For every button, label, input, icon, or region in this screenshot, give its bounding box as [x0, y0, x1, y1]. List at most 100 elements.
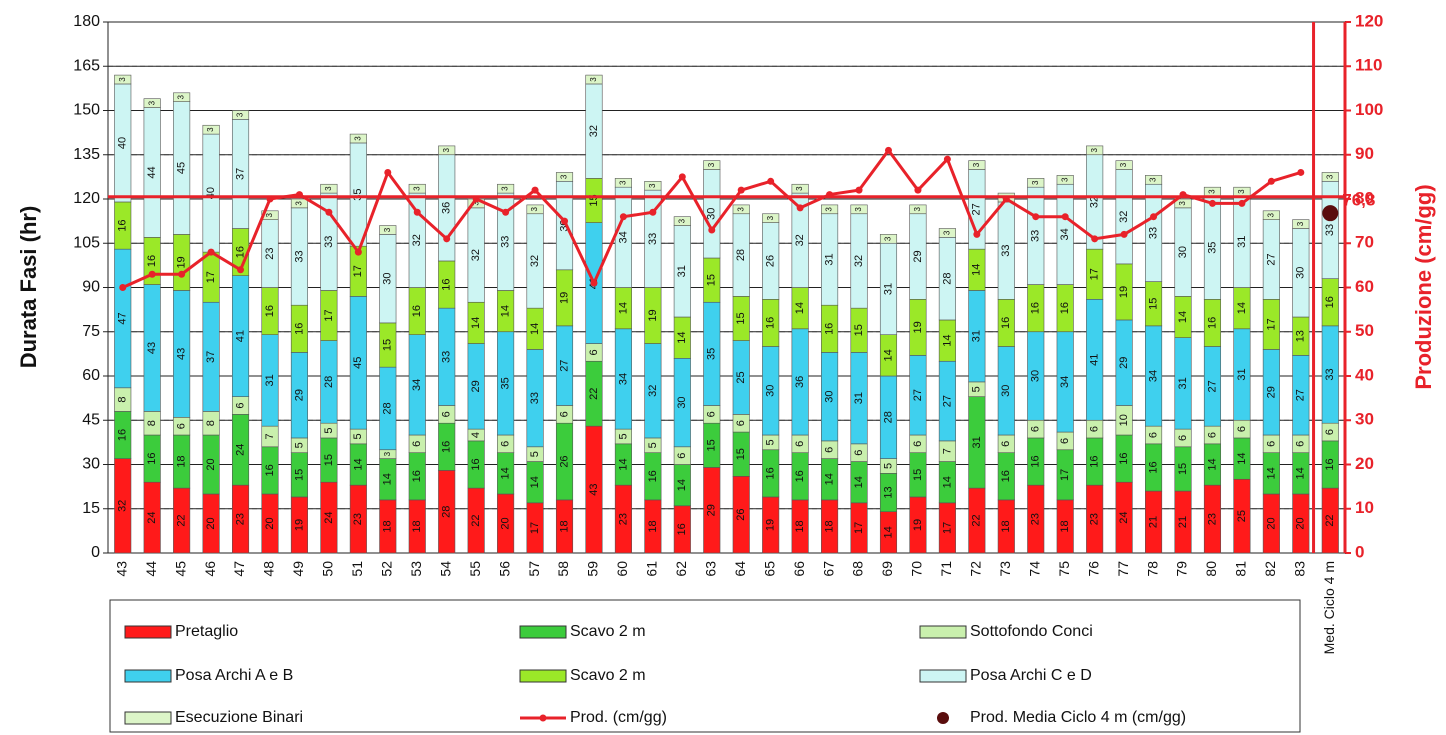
segment-label: 16 — [1206, 317, 1218, 329]
bar-segment — [1056, 175, 1074, 185]
y2-tick-label: 0 — [1355, 542, 1364, 561]
segment-label: 41 — [1089, 354, 1101, 366]
segment-label: 18 — [1059, 520, 1071, 532]
y-axis-title: Durata Fasi (hr) — [16, 206, 41, 369]
segment-label: 3 — [1325, 174, 1334, 179]
segment-label: 16 — [234, 246, 246, 258]
segment-label: 3 — [412, 186, 421, 191]
legend-swatch — [519, 625, 567, 639]
segment-label: 15 — [912, 469, 924, 481]
segment-label: 43 — [146, 342, 158, 354]
segment-label: 14 — [1177, 311, 1189, 323]
segment-label: 32 — [470, 249, 482, 261]
line-point — [472, 195, 480, 203]
line-point — [1238, 199, 1246, 207]
segment-label: 28 — [323, 376, 335, 388]
segment-label: 3 — [1149, 177, 1158, 182]
line-point — [826, 191, 834, 199]
segment-label: 16 — [1089, 455, 1101, 467]
segment-label: 3 — [530, 207, 539, 212]
segment-label: 14 — [617, 458, 629, 470]
y-tick-label: 120 — [73, 190, 100, 207]
segment-label: 7 — [941, 448, 953, 454]
segment-label: 18 — [1000, 520, 1012, 532]
bar-segment — [290, 198, 308, 209]
segment-label: 5 — [971, 386, 983, 392]
y2-tick-label: 50 — [1355, 321, 1374, 340]
line-point — [1297, 168, 1305, 176]
x-tick-label: 47 — [231, 561, 247, 577]
segment-label: 31 — [853, 392, 865, 404]
segment-label: 27 — [912, 389, 924, 401]
bar-segment — [1292, 219, 1310, 229]
y2-tick-label: 80 — [1355, 188, 1374, 207]
segment-label: 3 — [1266, 212, 1275, 217]
segment-label: 27 — [1295, 389, 1307, 401]
legend-label: Sottofondo Conci — [970, 623, 1093, 640]
line-point — [943, 155, 951, 163]
legend-label: Scavo 2 m — [570, 623, 646, 640]
segment-label: 6 — [853, 450, 865, 456]
y2-tick-label: 90 — [1355, 144, 1374, 163]
segment-label: 14 — [941, 476, 953, 488]
segment-label: 19 — [647, 309, 659, 321]
x-tick-label: 69 — [879, 561, 895, 577]
bar-segment — [1027, 178, 1045, 188]
segment-label: 33 — [323, 236, 335, 248]
segment-label: 14 — [1295, 467, 1307, 479]
y-tick-label: 180 — [73, 13, 100, 30]
segment-label: 43 — [176, 348, 188, 360]
line-point — [1120, 230, 1128, 238]
segment-label: 17 — [1265, 318, 1277, 330]
segment-label: 37 — [205, 351, 217, 363]
segment-label: 5 — [293, 442, 305, 448]
segment-label: 14 — [971, 264, 983, 276]
segment-label: 14 — [1236, 452, 1248, 464]
legend-label: Prod. (cm/gg) — [570, 709, 667, 726]
segment-label: 3 — [736, 207, 745, 212]
segment-label: 14 — [882, 526, 894, 538]
segment-label: 16 — [411, 470, 423, 482]
line-point — [649, 208, 657, 216]
x-tick-label: 56 — [496, 561, 512, 577]
segment-label: 15 — [323, 454, 335, 466]
segment-label: 45 — [352, 357, 364, 369]
y2-tick-label: 10 — [1355, 498, 1374, 517]
bar-segment — [1086, 145, 1104, 156]
segment-label: 28 — [882, 411, 894, 423]
line-point — [1267, 177, 1275, 185]
segment-label: 32 — [794, 234, 806, 246]
bar-segment — [1321, 172, 1339, 182]
line-point — [884, 146, 892, 154]
segment-label: 25 — [1236, 510, 1248, 522]
segment-label: 3 — [560, 174, 569, 179]
segment-label: 3 — [501, 186, 510, 191]
segment-label: 14 — [941, 334, 953, 346]
segment-label: 7 — [264, 433, 276, 439]
mean-label: 76,8 — [1342, 191, 1375, 210]
x-tick-label: 51 — [349, 561, 365, 577]
line-point — [619, 213, 627, 221]
line-point — [148, 270, 156, 278]
bar-segment — [968, 160, 986, 170]
segment-label: 16 — [117, 429, 129, 441]
x-tick-label: 66 — [791, 561, 807, 577]
segment-label: 32 — [529, 255, 541, 267]
segment-label: 34 — [617, 373, 629, 385]
segment-label: 16 — [293, 323, 305, 335]
segment-label: 14 — [1236, 302, 1248, 314]
y-tick-label: 135 — [73, 146, 100, 163]
line-point — [914, 186, 922, 194]
segment-label: 18 — [558, 520, 570, 532]
bar-segment — [320, 183, 338, 194]
segment-label: 31 — [1236, 236, 1248, 248]
segment-label: 16 — [264, 305, 276, 317]
x-tick-label: 52 — [379, 561, 395, 577]
bar-segment — [762, 213, 780, 223]
line-point — [295, 191, 303, 199]
segment-label: 3 — [1208, 189, 1217, 194]
segment-label: 15 — [293, 469, 305, 481]
segment-label: 21 — [1177, 516, 1189, 528]
segment-label: 22 — [588, 388, 600, 400]
x-tick-label: Med. Ciclo 4 m — [1321, 561, 1337, 654]
